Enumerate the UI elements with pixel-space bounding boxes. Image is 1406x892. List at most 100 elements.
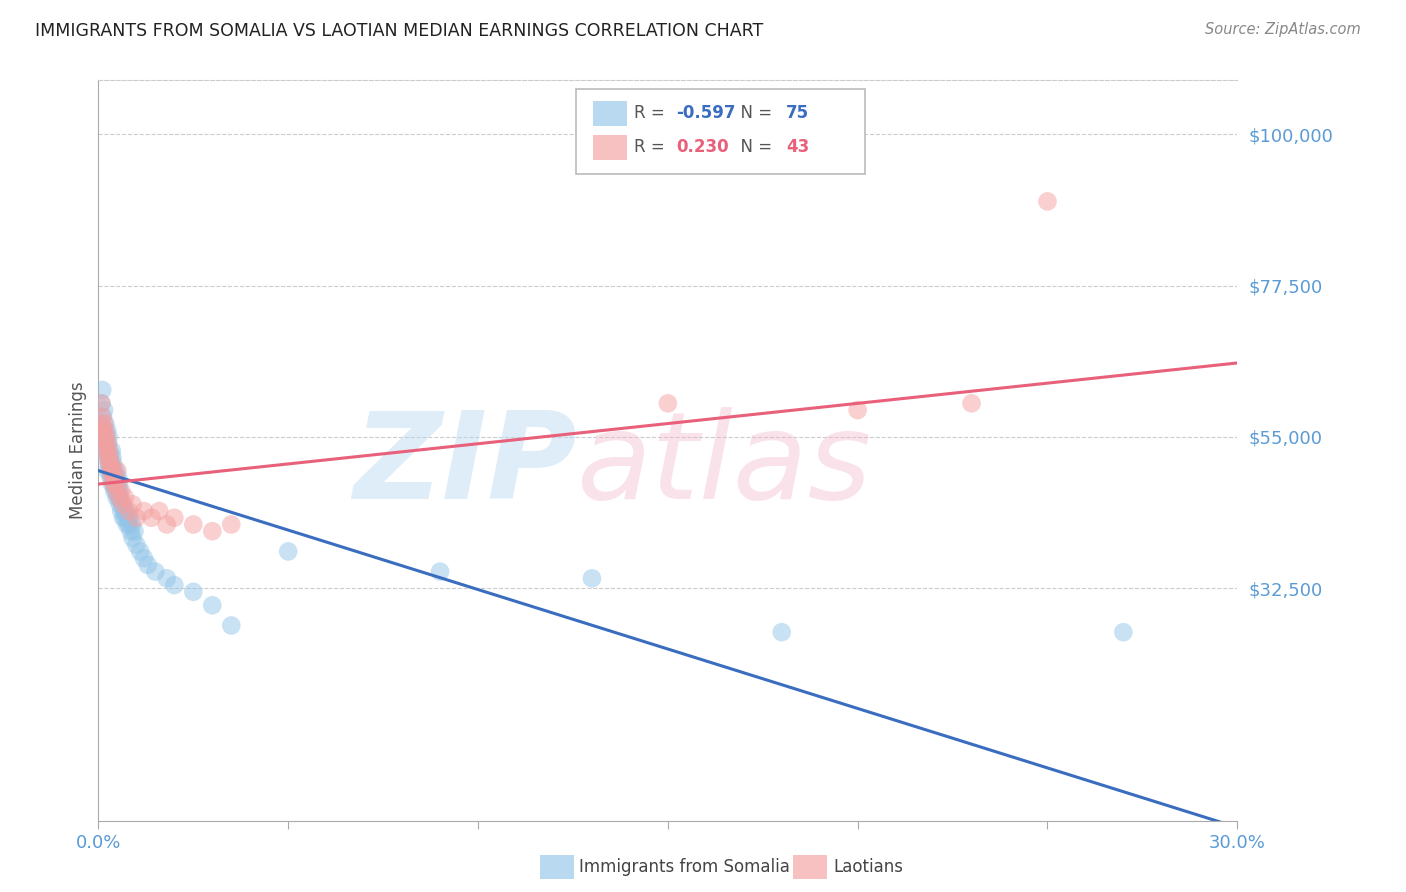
Point: [156, 517, 179, 532]
Point: [112, 510, 135, 524]
Point: [960, 396, 983, 410]
Point: [103, 470, 125, 484]
Point: [100, 457, 122, 471]
Point: [108, 491, 131, 505]
Point: [581, 571, 603, 585]
Point: [111, 497, 134, 511]
Point: [125, 538, 148, 552]
Point: [183, 584, 205, 599]
Point: [118, 517, 141, 532]
Text: IMMIGRANTS FROM SOMALIA VS LAOTIAN MEDIAN EARNINGS CORRELATION CHART: IMMIGRANTS FROM SOMALIA VS LAOTIAN MEDIA…: [35, 22, 763, 40]
Point: [96, 443, 118, 458]
Point: [105, 483, 128, 498]
Point: [132, 504, 155, 518]
Text: 0.230: 0.230: [676, 138, 728, 156]
Point: [100, 464, 122, 478]
Point: [156, 571, 179, 585]
Point: [120, 524, 142, 539]
Point: [104, 477, 127, 491]
Point: [108, 497, 131, 511]
Point: [132, 551, 155, 566]
Point: [141, 510, 163, 524]
Text: N =: N =: [730, 104, 778, 122]
Text: ZIP: ZIP: [353, 407, 576, 524]
Point: [93, 430, 115, 444]
Point: [104, 477, 127, 491]
Point: [103, 457, 125, 471]
Point: [163, 578, 186, 592]
Point: [114, 491, 136, 505]
Point: [98, 457, 121, 471]
Point: [201, 524, 224, 539]
Point: [108, 477, 131, 491]
Point: [107, 470, 129, 484]
Point: [98, 464, 121, 478]
Point: [89, 417, 111, 431]
Point: [846, 403, 869, 417]
Point: [90, 396, 112, 410]
Point: [91, 383, 114, 397]
Point: [201, 599, 224, 613]
Point: [118, 510, 141, 524]
Point: [97, 450, 120, 465]
Point: [94, 436, 117, 450]
Point: [107, 483, 129, 498]
Point: [657, 396, 679, 410]
Point: [98, 457, 121, 471]
Point: [221, 517, 243, 532]
Point: [183, 517, 205, 532]
Point: [101, 470, 124, 484]
Point: [98, 443, 121, 458]
Text: N =: N =: [730, 138, 778, 156]
Point: [117, 510, 139, 524]
Point: [94, 436, 117, 450]
Point: [94, 443, 117, 458]
Point: [100, 457, 122, 471]
Point: [107, 477, 129, 491]
Point: [112, 504, 135, 518]
Point: [101, 470, 124, 484]
Point: [121, 517, 143, 532]
Point: [107, 491, 129, 505]
Point: [136, 558, 159, 572]
Point: [104, 483, 127, 498]
Point: [145, 565, 167, 579]
Point: [114, 510, 136, 524]
Point: [97, 436, 120, 450]
Point: [91, 423, 114, 437]
Point: [114, 504, 136, 518]
Point: [103, 477, 125, 491]
Point: [125, 510, 148, 524]
Point: [91, 409, 114, 424]
Point: [101, 450, 124, 465]
Point: [429, 565, 451, 579]
Point: [101, 464, 124, 478]
Point: [93, 417, 115, 431]
Point: [110, 483, 132, 498]
Point: [118, 504, 141, 518]
Point: [100, 464, 122, 478]
Point: [96, 423, 118, 437]
Text: R =: R =: [634, 138, 675, 156]
Text: -0.597: -0.597: [676, 104, 735, 122]
Point: [104, 464, 127, 478]
Point: [121, 531, 143, 545]
Point: [93, 430, 115, 444]
Point: [98, 450, 121, 465]
Point: [100, 470, 122, 484]
Point: [108, 483, 131, 498]
Point: [97, 436, 120, 450]
Point: [98, 450, 121, 465]
Text: Immigrants from Somalia: Immigrants from Somalia: [579, 858, 790, 876]
Point: [221, 618, 243, 632]
Point: [101, 477, 124, 491]
Text: Laotians: Laotians: [834, 858, 904, 876]
Point: [94, 450, 117, 465]
Point: [94, 423, 117, 437]
Point: [103, 464, 125, 478]
Point: [97, 443, 120, 458]
Point: [104, 470, 127, 484]
Point: [112, 497, 135, 511]
Point: [1036, 194, 1059, 209]
Point: [105, 491, 128, 505]
